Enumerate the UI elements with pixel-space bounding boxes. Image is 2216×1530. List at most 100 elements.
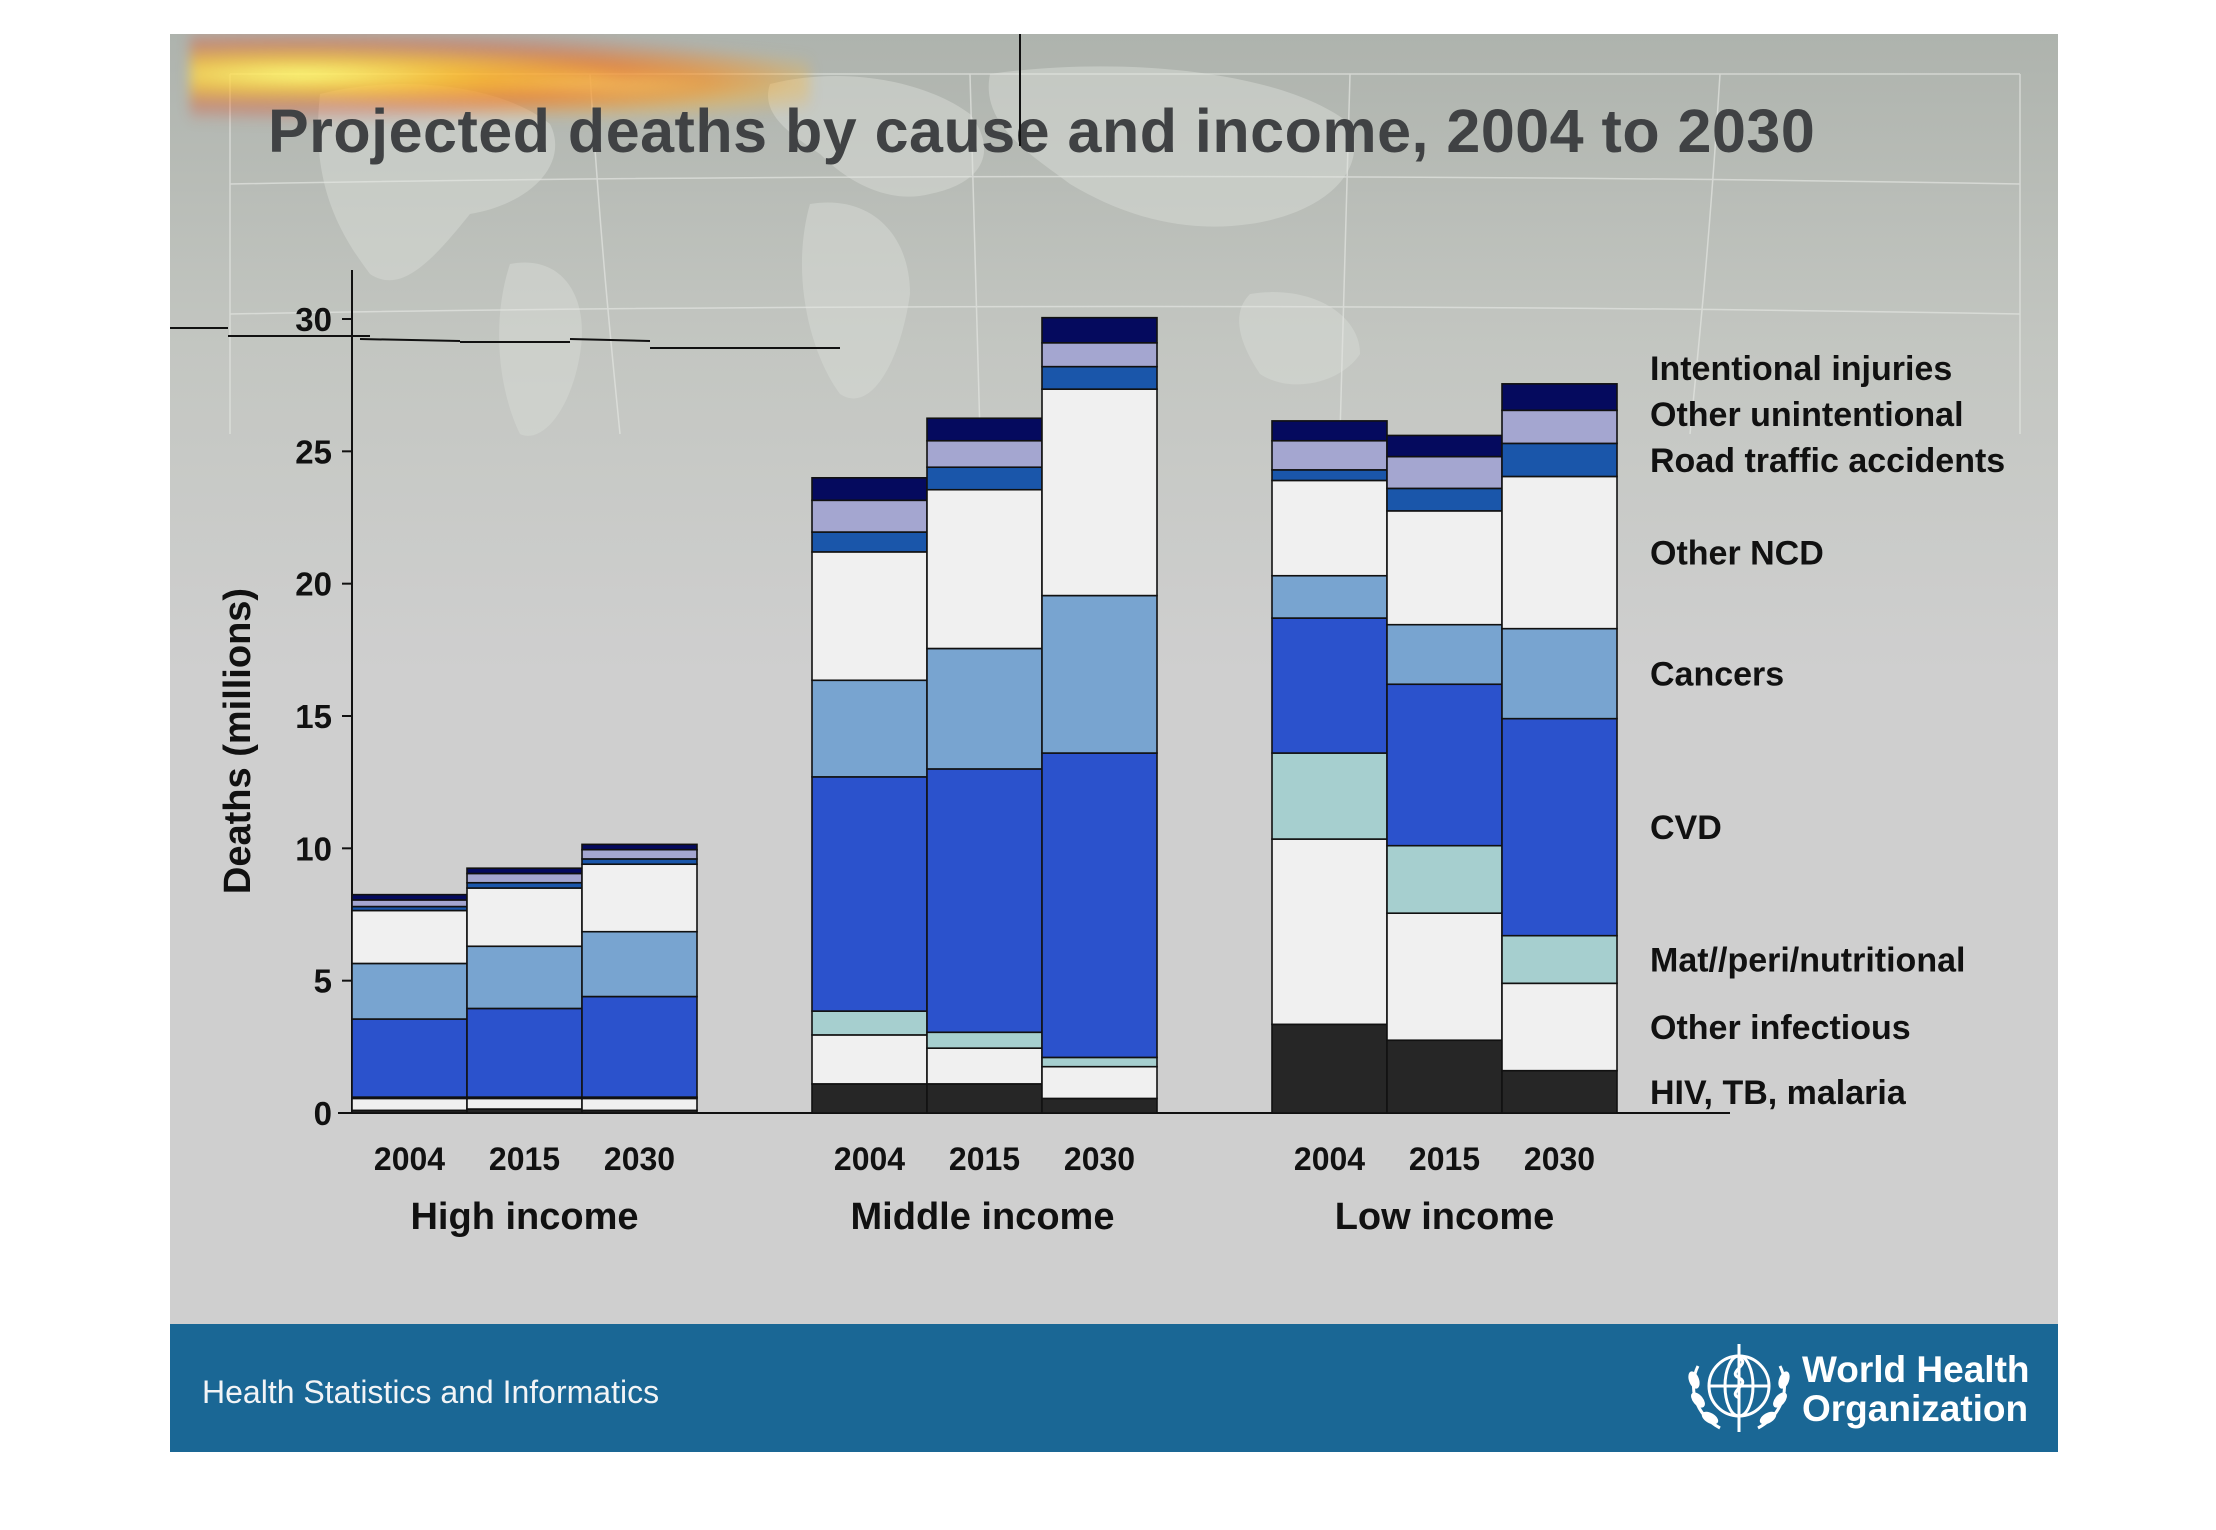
y-tick-label: 5 bbox=[314, 963, 332, 1000]
y-tick-label: 10 bbox=[295, 830, 332, 867]
bar-segment bbox=[351, 893, 468, 901]
bar-segment bbox=[1271, 838, 1388, 1026]
bar-segment bbox=[926, 1083, 1043, 1114]
bar-segment bbox=[811, 476, 928, 502]
bar-segment bbox=[1041, 594, 1158, 754]
bar-segment bbox=[926, 768, 1043, 1034]
bar-segment bbox=[351, 1018, 468, 1098]
bar-segment bbox=[926, 647, 1043, 770]
bar-segment bbox=[1041, 316, 1158, 344]
bar-segment bbox=[1271, 752, 1388, 840]
bar-segment bbox=[926, 488, 1043, 650]
bar-segment bbox=[351, 1097, 468, 1112]
bar-segment bbox=[1386, 623, 1503, 686]
bar-segment bbox=[1501, 627, 1618, 720]
bar-segment bbox=[1041, 388, 1158, 597]
group-label: Middle income bbox=[851, 1196, 1115, 1238]
bar-segment bbox=[1041, 1065, 1158, 1100]
legend-entry: HIV, TB, malaria bbox=[1650, 1074, 1907, 1112]
bar-segment bbox=[1501, 717, 1618, 937]
bar-segment bbox=[1271, 479, 1388, 577]
legend-entry: Intentional injuries bbox=[1650, 350, 1952, 388]
legend-entry: Cancers bbox=[1650, 656, 1784, 694]
bar-segment bbox=[1501, 982, 1618, 1072]
glow-artifact bbox=[190, 34, 810, 124]
bar-segment bbox=[1386, 683, 1503, 847]
page-title: Projected deaths by cause and income, 20… bbox=[268, 97, 1816, 165]
year-label: 2030 bbox=[604, 1141, 675, 1177]
bar-segment bbox=[1386, 487, 1503, 512]
world-map-background bbox=[229, 66, 2021, 436]
bar-segment bbox=[351, 909, 468, 965]
org-name-line2: Organization bbox=[1802, 1388, 2029, 1429]
bar-segment bbox=[466, 872, 583, 884]
bar-segment bbox=[581, 848, 698, 860]
bar-segment bbox=[1386, 1039, 1503, 1114]
footer-text: Health Statistics and Informatics bbox=[202, 1374, 660, 1410]
legend-entry: Mat//peri/nutritional bbox=[1650, 941, 1965, 979]
y-tick-label: 20 bbox=[295, 566, 332, 603]
bar-segment bbox=[1501, 442, 1618, 478]
bar-segment bbox=[1501, 475, 1618, 630]
legend-entry: CVD bbox=[1650, 809, 1722, 847]
bar-segment bbox=[811, 531, 928, 553]
bar-segment bbox=[466, 945, 583, 1010]
bar-segment bbox=[581, 995, 698, 1098]
who-emblem-icon bbox=[1688, 1344, 1790, 1432]
y-axis-label: Deaths (millions) bbox=[217, 588, 259, 894]
who-name: World Health Organization bbox=[1802, 1350, 2030, 1428]
group-label: Low income bbox=[1335, 1196, 1555, 1238]
bar-segment bbox=[1271, 617, 1388, 754]
year-label: 2015 bbox=[489, 1141, 560, 1177]
bar-segment bbox=[1271, 574, 1388, 619]
bar-segment bbox=[1271, 1023, 1388, 1114]
bar-segment bbox=[1386, 912, 1503, 1042]
bar-segment bbox=[351, 899, 468, 908]
bar-segment bbox=[466, 1097, 583, 1110]
year-label: 2004 bbox=[1294, 1141, 1365, 1177]
bar-segment bbox=[926, 1047, 1043, 1085]
bar-segment bbox=[351, 962, 468, 1020]
bar-segment bbox=[811, 551, 928, 682]
legend-entry: Other unintentional bbox=[1650, 396, 1964, 434]
y-tick-label: 30 bbox=[295, 301, 332, 338]
bar-segment bbox=[1386, 844, 1503, 914]
year-label: 2004 bbox=[374, 1141, 445, 1177]
slide: Projected deaths by cause and income, 20… bbox=[170, 34, 2058, 1452]
bar-segment bbox=[926, 439, 1043, 469]
bar-segment bbox=[1386, 510, 1503, 626]
year-label: 2015 bbox=[1409, 1141, 1480, 1177]
bar-segment bbox=[926, 466, 1043, 491]
legend-entry: Road traffic accidents bbox=[1650, 442, 2005, 480]
bar-segment bbox=[811, 679, 928, 778]
legend-entry: Other NCD bbox=[1650, 535, 1824, 573]
bar-segment bbox=[811, 1083, 928, 1114]
stacked-bar-chart: 0 5 10 15 20 25 30 2004 2015 2030 High income 2004 2… bbox=[170, 34, 2005, 1238]
bar-segment bbox=[1271, 420, 1388, 442]
bar-segment bbox=[466, 867, 583, 875]
bar-segment bbox=[581, 1097, 698, 1112]
bar-segment bbox=[1271, 469, 1388, 482]
bar-segment bbox=[581, 863, 698, 933]
y-tick-label: 15 bbox=[295, 698, 332, 735]
footer-bar: Health Statistics and Informatics bbox=[170, 1324, 2058, 1452]
legend-entry: Other infectious bbox=[1650, 1009, 1911, 1047]
bar-segment bbox=[581, 843, 698, 851]
y-tick-label: 0 bbox=[314, 1095, 332, 1132]
bar-segment bbox=[1501, 1069, 1618, 1114]
bar-segment bbox=[1386, 434, 1503, 458]
bar-segment bbox=[811, 1010, 928, 1036]
org-name-line1: World Health bbox=[1802, 1349, 2030, 1390]
group-label: High income bbox=[410, 1196, 638, 1238]
bar-segment bbox=[1041, 1056, 1158, 1068]
bar-segment bbox=[1271, 439, 1388, 471]
bar-segment bbox=[1041, 365, 1158, 390]
year-label: 2004 bbox=[834, 1141, 905, 1177]
bar-segment bbox=[1041, 1097, 1158, 1114]
bar-segment bbox=[926, 417, 1043, 442]
year-label: 2030 bbox=[1064, 1141, 1135, 1177]
year-label: 2015 bbox=[949, 1141, 1020, 1177]
bar-segment bbox=[811, 499, 928, 533]
bar-segment bbox=[466, 887, 583, 948]
y-tick-label: 25 bbox=[295, 433, 332, 470]
